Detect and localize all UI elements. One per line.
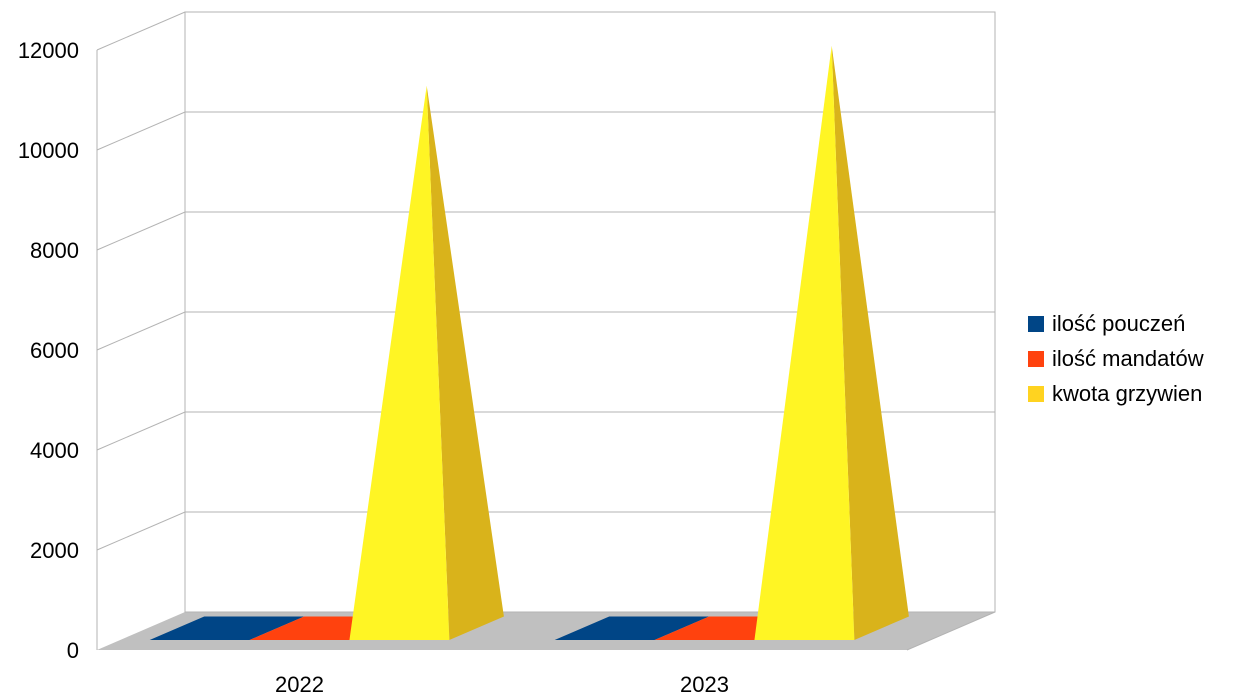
bar-base [554, 616, 710, 640]
y-tick-label: 0 [67, 638, 79, 663]
gridline [96, 11, 995, 51]
legend: ilość pouczeń ilość mandatów kwota grzyw… [1028, 306, 1204, 411]
bar [349, 85, 504, 641]
gridline [96, 411, 995, 451]
legend-swatch-grzywien [1028, 385, 1044, 402]
y-axis-ticks: 0 2000 4000 6000 8000 10000 12000 [18, 38, 79, 663]
gridline [96, 511, 995, 551]
bar-side [426, 85, 504, 641]
floor-edge [906, 611, 996, 651]
legend-label-pouczen: ilość pouczeń [1052, 310, 1186, 336]
gridlines [96, 11, 995, 551]
bars [149, 45, 909, 641]
y-tick-label: 6000 [30, 338, 79, 363]
y-tick-label: 8000 [30, 238, 79, 263]
legend-swatch-pouczen [1028, 315, 1044, 332]
y-tick-label: 2000 [30, 538, 79, 563]
bar-side [831, 45, 909, 641]
y-tick-label: 12000 [18, 38, 79, 63]
legend-label-grzywien: kwota grzywien [1052, 380, 1203, 406]
bar [554, 616, 710, 640]
y-tick-label: 10000 [18, 138, 79, 163]
y-tick-label: 4000 [30, 438, 79, 463]
bar [754, 45, 909, 641]
legend-label-mandatow: ilość mandatów [1052, 345, 1204, 371]
legend-item-grzywien: kwota grzywien [1028, 376, 1204, 411]
legend-swatch-mandatow [1028, 350, 1044, 367]
bar-base [149, 616, 305, 640]
bar-front [754, 45, 855, 641]
x-tick-label: 2022 [275, 672, 324, 695]
gridline [96, 111, 995, 151]
bar [149, 616, 305, 640]
x-axis-ticks: 2022 2023 [275, 672, 729, 695]
x-tick-label: 2023 [680, 672, 729, 695]
legend-item-mandatow: ilość mandatów [1028, 341, 1204, 376]
gridline [96, 311, 995, 351]
bar-front [349, 85, 450, 641]
gridline [96, 211, 995, 251]
legend-item-pouczen: ilość pouczeń [1028, 306, 1204, 341]
